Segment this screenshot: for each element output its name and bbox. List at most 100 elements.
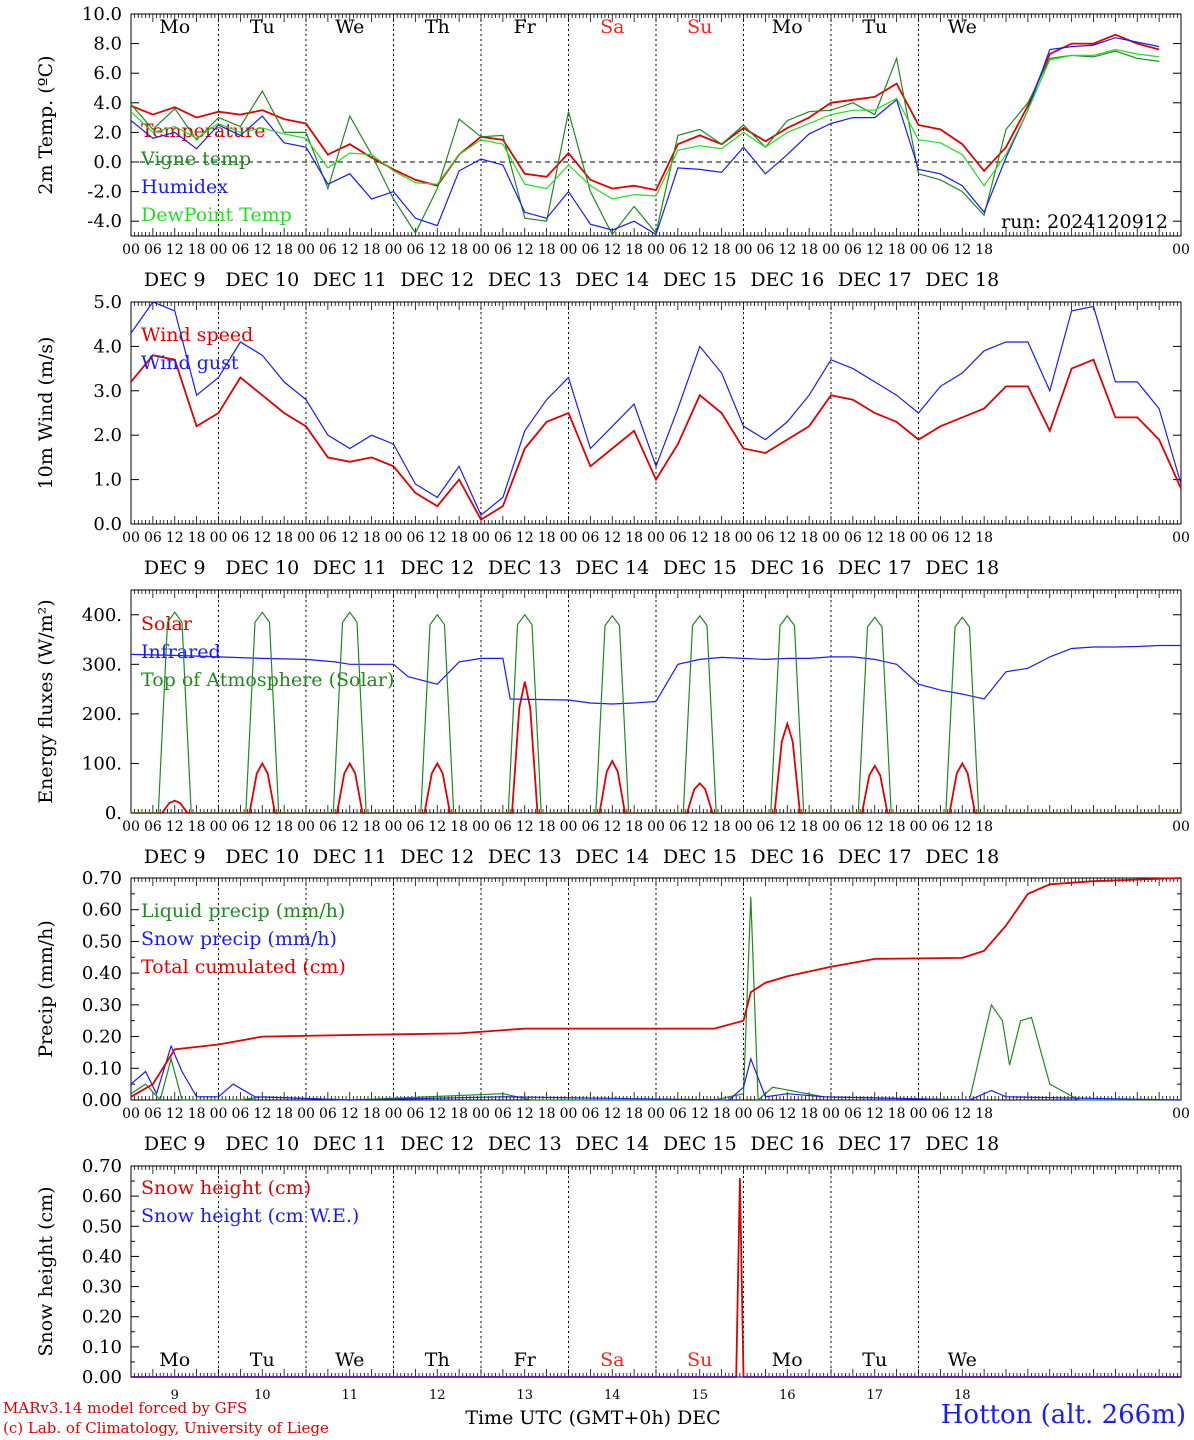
series-line (130, 48, 1160, 200)
date-label: DEC 13 (488, 1133, 562, 1155)
hour-tick-label: 12 (866, 1106, 884, 1122)
date-label: DEC 14 (575, 269, 649, 291)
hour-tick-label: 18 (538, 1106, 556, 1122)
hour-tick-label: 18 (625, 1106, 643, 1122)
hour-tick-label: 06 (669, 242, 687, 258)
hour-tick-label: 18 (975, 1106, 993, 1122)
hour-tick-label: 06 (406, 1106, 424, 1122)
hour-tick-label: 00 (1172, 819, 1190, 835)
hour-tick-label: 06 (931, 530, 949, 546)
y-tick-label: 300. (82, 654, 122, 675)
hour-tick-label: 00 (647, 819, 665, 835)
hour-tick-label: 06 (144, 530, 162, 546)
hour-tick-label: 18 (625, 530, 643, 546)
hour-tick-label: 12 (166, 1106, 184, 1122)
legend-entry: Snow precip (mm/h) (141, 928, 337, 950)
hour-tick-label: 18 (450, 819, 468, 835)
hour-tick-label: 06 (844, 819, 862, 835)
series-line (130, 877, 1182, 1098)
y-tick-label: 2.0 (93, 122, 122, 143)
hour-tick-label: 18 (450, 1106, 468, 1122)
hour-tick-label: 18 (625, 819, 643, 835)
date-label: DEC 17 (838, 1133, 912, 1155)
hour-tick-label: 18 (713, 530, 731, 546)
date-label: DEC 14 (575, 557, 649, 579)
hour-tick-label: 12 (341, 819, 359, 835)
y-tick-label: 0.40 (82, 963, 122, 984)
hour-tick-label: 00 (385, 1106, 403, 1122)
hour-tick-label: 00 (647, 1106, 665, 1122)
hour-tick-label: 12 (516, 819, 534, 835)
weekday-label: Su (687, 16, 712, 38)
date-label: DEC 12 (400, 269, 474, 291)
hour-tick-label: 00 (560, 1106, 578, 1122)
hour-tick-label: 06 (844, 1106, 862, 1122)
hour-tick-label: 00 (472, 819, 490, 835)
hour-tick-label: 00 (297, 530, 315, 546)
hour-tick-label: 18 (800, 530, 818, 546)
date-label: DEC 10 (225, 1133, 299, 1155)
weekday-label: Sa (600, 16, 624, 38)
hour-tick-label: 00 (297, 819, 315, 835)
y-tick-label: 0.0 (93, 514, 122, 535)
hour-tick-label: 12 (253, 819, 271, 835)
hour-tick-label: 18 (450, 530, 468, 546)
date-label: DEC 16 (750, 1133, 824, 1155)
series-line (130, 301, 1182, 517)
date-label: DEC 13 (488, 846, 562, 868)
day-number-label: 12 (429, 1388, 446, 1403)
hour-tick-label: 06 (231, 819, 249, 835)
date-label: DEC 14 (575, 846, 649, 868)
weekday-label: Sa (600, 1349, 624, 1371)
weekday-label: Fr (514, 1349, 537, 1371)
hour-tick-label: 00 (1172, 530, 1190, 546)
legend-entry: Wind speed (141, 324, 253, 346)
hour-tick-label: 06 (494, 819, 512, 835)
hour-tick-label: 06 (669, 1106, 687, 1122)
series-line (130, 896, 1181, 1102)
day-number-label: 9 (171, 1388, 179, 1403)
panel-3: 0. 100. 200. 300. 400. Energy fluxes (W/m²) 00… (35, 589, 1190, 868)
y-tick-label: 1.0 (93, 470, 122, 491)
hour-tick-label: 12 (953, 819, 971, 835)
legend-entry: Snow height (cm W.E.) (141, 1205, 359, 1227)
hour-tick-label: 00 (472, 530, 490, 546)
hour-tick-label: 00 (472, 242, 490, 258)
legend-entry: Liquid precip (mm/h) (141, 900, 345, 922)
hour-tick-label: 18 (975, 819, 993, 835)
weekday-label: Tu (862, 1349, 887, 1371)
day-number-label: 16 (779, 1388, 796, 1403)
hour-tick-label: 06 (931, 1106, 949, 1122)
day-number-label: 17 (866, 1388, 883, 1403)
hour-tick-label: 00 (910, 819, 928, 835)
day-number-label: 10 (254, 1388, 271, 1403)
hour-tick-label: 12 (778, 242, 796, 258)
date-label: DEC 18 (925, 269, 999, 291)
date-label: DEC 17 (838, 557, 912, 579)
hour-tick-label: 12 (866, 819, 884, 835)
weekday-label: Su (687, 1349, 712, 1371)
hour-tick-label: 12 (953, 530, 971, 546)
date-label: DEC 16 (750, 846, 824, 868)
date-label: DEC 16 (750, 557, 824, 579)
hour-tick-label: 12 (778, 1106, 796, 1122)
y-tick-label: 0.70 (82, 1156, 122, 1177)
hour-tick-label: 06 (756, 1106, 774, 1122)
date-label: DEC 13 (488, 557, 562, 579)
date-label: DEC 18 (925, 1133, 999, 1155)
weekday-label: Tu (250, 16, 275, 38)
date-label: DEC 13 (488, 269, 562, 291)
panel-4: 0.00 0.10 0.20 0.30 0.40 0.50 0.60 0.70 Precip (… (35, 868, 1190, 1155)
legend-entry: Infrared (141, 641, 221, 663)
weekday-label: Mo (772, 1349, 803, 1371)
y-tick-label: 2.0 (93, 425, 122, 446)
y-axis-title: Snow height (cm) (35, 1186, 57, 1356)
hour-tick-label: 18 (713, 1106, 731, 1122)
legend-entry: Snow height (cm) (141, 1177, 311, 1199)
y-tick-label: 3.0 (93, 381, 122, 402)
date-label: DEC 9 (144, 846, 206, 868)
hour-tick-label: 06 (669, 530, 687, 546)
hour-tick-label: 00 (210, 1106, 228, 1122)
hour-tick-label: 18 (188, 819, 206, 835)
